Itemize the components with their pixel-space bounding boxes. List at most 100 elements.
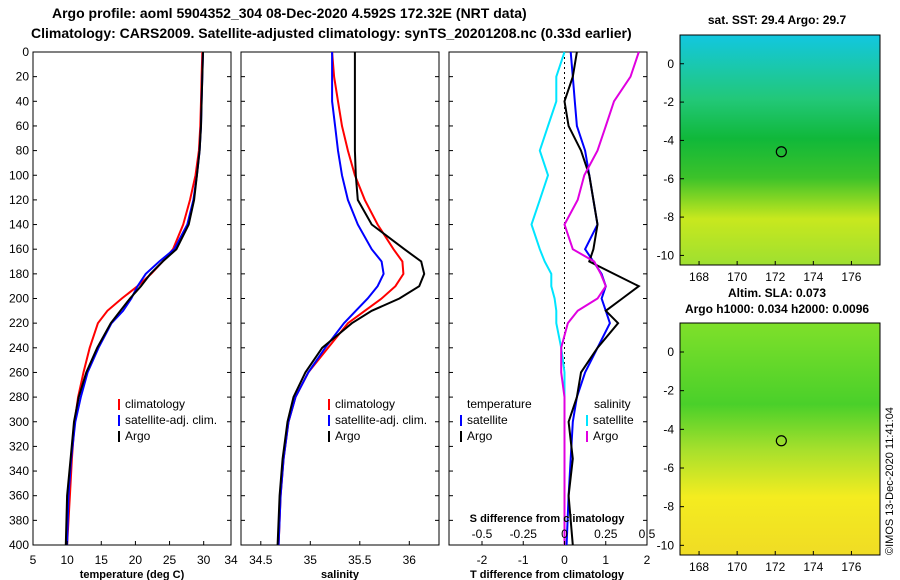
argo-location-marker	[775, 435, 787, 447]
map-x-tick-label: 168	[689, 560, 709, 574]
depth-tick-label: 0	[22, 45, 29, 59]
x-tick-label: -2	[477, 553, 488, 567]
temperature-legend: climatology satellite-adj. clim. Argo	[118, 397, 217, 443]
depth-tick-label: 280	[9, 390, 29, 404]
s-tick-label: -0.25	[510, 527, 538, 541]
sst-map	[679, 34, 881, 266]
s-tick-label: 0.25	[594, 527, 618, 541]
depth-axis: 0 20 40 60 80 100 120 140 160 180 200 220 240 260 280 3…	[9, 45, 647, 552]
depth-tick-label: 240	[9, 341, 29, 355]
map-y-tick-label: -2	[663, 95, 674, 109]
depth-tick-label: 340	[9, 464, 29, 478]
imos-watermark: ©IMOS 13-Dec-2020 11:41:04	[884, 407, 896, 555]
map-y-tick-label: -8	[663, 500, 674, 514]
s-tick-label: 0	[561, 527, 568, 541]
salinity-xlabel: salinity	[321, 569, 360, 580]
x-tick-label: 35.5	[348, 553, 372, 567]
x-tick-label: -1	[518, 553, 529, 567]
depth-tick-label: 400	[9, 538, 29, 552]
x-tick-label: 34.5	[249, 553, 273, 567]
legend-title-temperature: temperature	[467, 397, 532, 411]
x-tick-label: 20	[129, 553, 143, 567]
depth-tick-label: 80	[16, 144, 30, 158]
x-tick-label: 30	[197, 553, 211, 567]
map-y-tick-label: -10	[657, 248, 675, 262]
difference-xlabel: T difference from climatology	[470, 569, 625, 580]
legend-label-argo: Argo	[125, 429, 151, 443]
difference-legend: temperature satellite Argo salinity sate…	[460, 397, 634, 443]
x-tick-label: 5	[30, 553, 37, 567]
series-salinity-argo	[560, 51, 640, 545]
depth-tick-label: 180	[9, 267, 29, 281]
depth-tick-label: 140	[9, 218, 29, 232]
map-x-tick-label: 172	[765, 560, 785, 574]
x-tick-label: 34	[224, 553, 238, 567]
x-tick-label: 10	[60, 553, 74, 567]
legend-label-t-satellite: satellite	[467, 413, 508, 427]
depth-tick-label: 220	[9, 316, 29, 330]
depth-tick-label: 100	[9, 168, 29, 182]
legend-label-satellite: satellite-adj. clim.	[335, 413, 427, 427]
depth-tick-label: 260	[9, 365, 29, 379]
depth-tick-label: 20	[16, 70, 30, 84]
legend-label-satellite: satellite-adj. clim.	[125, 413, 217, 427]
depth-tick-label: 160	[9, 242, 29, 256]
map-x-tick-label: 174	[803, 560, 823, 574]
depth-tick-label: 120	[9, 193, 29, 207]
temperature-xlabel: temperature (deg C)	[80, 569, 185, 580]
depth-tick-label: 40	[16, 94, 30, 108]
s-tick-label: -0.5	[472, 527, 493, 541]
map-x-tick-label: 176	[841, 270, 861, 284]
series-temperature-argo	[563, 51, 641, 546]
map-y-tick-label: -8	[663, 210, 674, 224]
map-axes: 0 -2 -4 -6 -8 -10 168 170 172 174 176 0 -2 -4 -6 -8 -10 1…	[657, 57, 862, 574]
series-argo	[64, 51, 204, 546]
series-argo	[276, 52, 426, 546]
legend-label-t-argo: Argo	[467, 429, 493, 443]
salinity-chart: 34.5 35 35.5 36	[249, 51, 426, 567]
salinity-panel	[240, 51, 440, 546]
map-x-tick-label: 176	[841, 560, 861, 574]
legend-title-salinity: salinity	[594, 397, 631, 411]
difference-xlabel-top: S difference from climatology	[470, 513, 626, 525]
sla-map-title: Altim. SLA: 0.073	[728, 286, 826, 300]
depth-tick-label: 60	[16, 119, 30, 133]
map-y-tick-label: -4	[663, 133, 674, 147]
map-y-tick-label: 0	[667, 345, 674, 359]
x-tick-label: 35	[304, 553, 318, 567]
map-y-tick-label: -6	[663, 172, 674, 186]
sla-map-subtitle: Argo h1000: 0.034 h2000: 0.0096	[685, 302, 869, 316]
map-y-tick-label: -6	[663, 461, 674, 475]
legend-label-argo: Argo	[335, 429, 361, 443]
legend-label-s-satellite: satellite	[593, 413, 634, 427]
x-tick-label: 15	[95, 553, 109, 567]
map-x-tick-label: 172	[765, 270, 785, 284]
map-x-tick-label: 170	[727, 560, 747, 574]
argo-location-marker	[775, 146, 787, 158]
x-tick-label: 0	[561, 553, 568, 567]
legend-label-climatology: climatology	[125, 397, 185, 411]
depth-tick-label: 380	[9, 513, 29, 527]
x-tick-label: 36	[403, 553, 417, 567]
plot-title-line-1: Argo profile: aoml 5904352_304 08-Dec-20…	[52, 5, 527, 21]
sst-map-title: sat. SST: 29.4 Argo: 29.7	[708, 13, 847, 27]
sla-map	[679, 322, 881, 556]
legend-label-climatology: climatology	[335, 397, 395, 411]
s-tick-label: 0.5	[639, 527, 656, 541]
depth-tick-label: 360	[9, 489, 29, 503]
legend-label-s-argo: Argo	[593, 429, 619, 443]
map-y-tick-label: -2	[663, 384, 674, 398]
difference-chart: -2 -1 0 1 2 -0.5 -0.25 0 0.25 0.5	[472, 51, 656, 567]
map-y-tick-label: 0	[667, 57, 674, 71]
map-y-tick-label: -4	[663, 422, 674, 436]
depth-tick-label: 320	[9, 439, 29, 453]
depth-tick-label: 200	[9, 292, 29, 306]
depth-tick-label: 300	[9, 415, 29, 429]
salinity-legend: climatology satellite-adj. clim. Argo	[328, 397, 427, 443]
x-tick-label: 25	[163, 553, 177, 567]
series-satellite-adj-clim-	[277, 52, 385, 546]
map-y-tick-label: -10	[657, 538, 675, 552]
map-x-tick-label: 170	[727, 270, 747, 284]
x-tick-label: 1	[602, 553, 609, 567]
